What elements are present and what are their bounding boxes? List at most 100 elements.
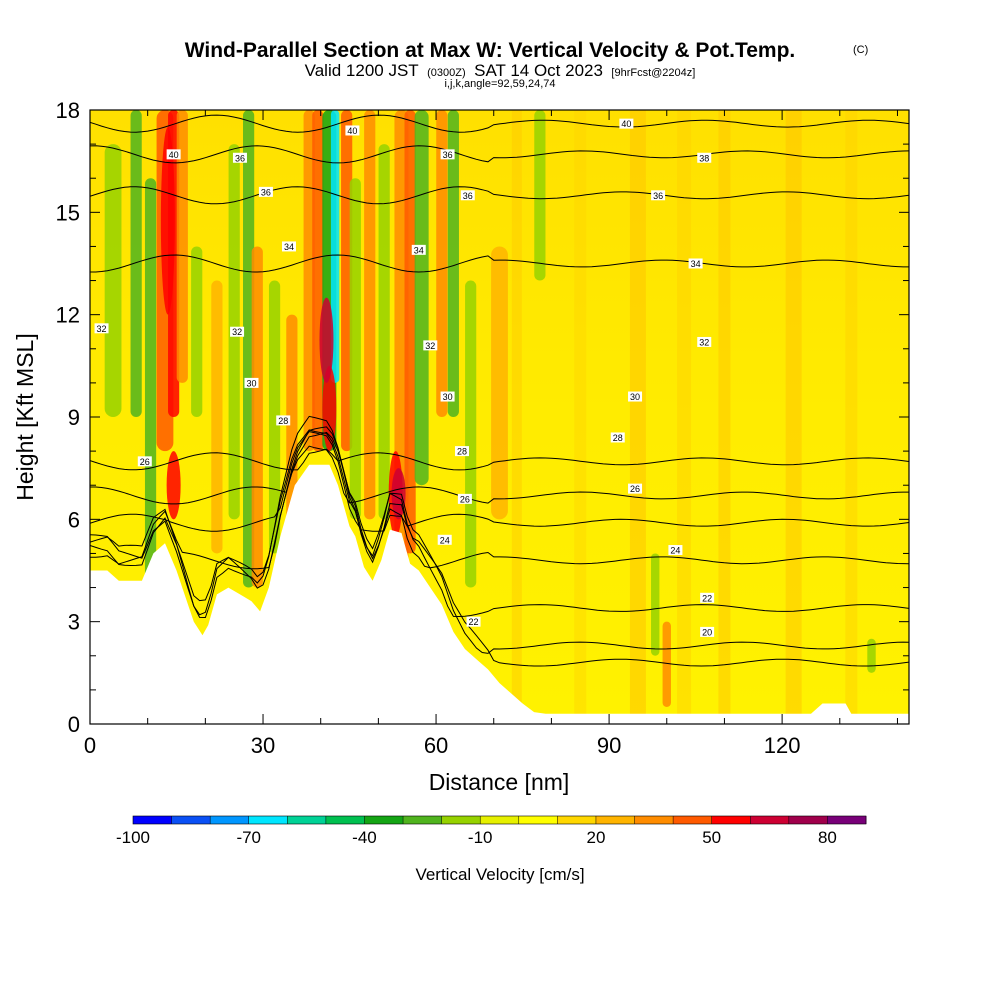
colorbar-swatch <box>595 816 636 824</box>
velocity-streak <box>191 246 203 417</box>
theta-contours <box>90 114 909 667</box>
section-params: i,j,k,angle=92,59,24,74 <box>444 78 555 90</box>
y-tick-label: 0 <box>68 712 80 737</box>
contour-label-bg <box>440 391 455 402</box>
contour-label: 26 <box>140 457 150 467</box>
colorbar-swatch <box>634 816 674 824</box>
colorbar-swatch <box>827 816 867 824</box>
colorbar-swatch <box>171 816 211 824</box>
contour-label: 30 <box>630 392 640 402</box>
contour-label-bg <box>628 483 643 494</box>
colorbar-swatch <box>518 816 558 824</box>
colorbar-tick-label: 50 <box>702 828 721 847</box>
colorbar-swatch <box>248 816 288 824</box>
copyright-mark: (C) <box>853 44 868 56</box>
colorbar-swatch <box>210 816 250 824</box>
contour-label: 32 <box>232 327 242 337</box>
colorbar-swatch <box>133 816 173 824</box>
contour-label: 26 <box>630 484 640 494</box>
velocity-core <box>166 451 181 520</box>
contour-label: 34 <box>691 259 701 269</box>
contour-label-bg <box>166 149 181 160</box>
valid-date: SAT 14 Oct 2023 <box>474 61 603 80</box>
theta-contour-line <box>90 429 909 654</box>
x-tick-label: 30 <box>251 733 275 758</box>
terrain-mask <box>90 464 909 724</box>
contour-label: 22 <box>702 593 712 603</box>
colorbar-frame <box>132 815 867 825</box>
valid-prefix: Valid 1200 JST <box>305 61 419 80</box>
velocity-streak <box>330 110 340 383</box>
contour-label-bg <box>232 152 247 163</box>
colorbar-label: Vertical Velocity [cm/s] <box>415 865 584 884</box>
contour-label-bg <box>688 258 703 269</box>
contour-label: 32 <box>699 337 709 347</box>
forecast-info: [9hrFcst@2204z] <box>611 67 695 79</box>
colorbar-swatch <box>711 816 751 824</box>
valid-time-line: Valid 1200 JST (0300Z) SAT 14 Oct 2023 [… <box>305 61 696 80</box>
contour-label-bg <box>700 592 715 603</box>
velocity-streak <box>378 144 390 520</box>
contour-labels: 40 36 36 34 32 32 30 28 26 40 36 36 34 32 30 28 26 24 22 40… <box>94 118 715 637</box>
valid-utc: (0300Z) <box>427 67 466 79</box>
contour-label-bg <box>455 446 470 457</box>
background-band <box>629 110 646 724</box>
contour-label-bg <box>460 190 475 201</box>
contour-label-bg <box>94 323 109 334</box>
contour-label-bg <box>258 186 273 197</box>
colorbar-swatch <box>325 816 365 824</box>
colorbar-tick-label: 80 <box>818 828 837 847</box>
contour-label-bg <box>651 190 666 201</box>
contour-label-bg <box>628 391 643 402</box>
y-tick-label: 9 <box>68 405 80 430</box>
colorbar-swatch <box>557 816 597 824</box>
theta-contour-line <box>90 431 909 532</box>
velocity-streak <box>312 110 324 452</box>
velocity-streak <box>662 621 671 707</box>
contour-label-bg <box>411 244 426 255</box>
x-tick-label: 0 <box>84 733 96 758</box>
background-band <box>677 110 692 724</box>
contour-label-bg <box>244 377 259 388</box>
colorbar: -100 -70 -40 -10 20 50 80 <box>116 815 867 847</box>
contour-label-bg <box>700 626 715 637</box>
contour-label-bg <box>230 326 245 337</box>
contour-label: 36 <box>261 187 271 197</box>
y-tick-label: 6 <box>68 507 80 532</box>
y-tick-label: 15 <box>56 200 80 225</box>
velocity-streak <box>211 280 223 554</box>
contour-label-bg <box>440 149 455 160</box>
theta-contour-line <box>90 145 909 164</box>
theta-contour-line <box>90 114 909 133</box>
velocity-streak <box>534 110 546 281</box>
velocity-streak <box>651 553 660 656</box>
contour-label: 28 <box>457 447 467 457</box>
plot-field: 40 36 36 34 32 32 30 28 26 40 36 36 34 32 30 28 26 24 22 40… <box>90 110 909 724</box>
velocity-streak <box>341 110 353 452</box>
colorbar-swatch <box>364 816 404 824</box>
x-tick-label: 90 <box>597 733 621 758</box>
contour-label: 34 <box>414 245 424 255</box>
contour-label-bg <box>437 534 452 545</box>
contour-label-bg <box>610 432 625 443</box>
contour-label: 28 <box>278 416 288 426</box>
theta-contour-line <box>90 448 909 471</box>
contour-label-bg <box>466 616 481 627</box>
contour-label: 38 <box>699 153 709 163</box>
contour-label: 20 <box>702 627 712 637</box>
contour-label-bg <box>276 415 291 426</box>
contour-label: 30 <box>443 392 453 402</box>
contour-label-bg <box>457 493 472 504</box>
velocity-core <box>160 127 175 315</box>
contour-label-bg <box>668 545 683 556</box>
chart-title: Wind-Parallel Section at Max W: Vertical… <box>185 39 796 62</box>
velocity-streak <box>404 110 416 554</box>
contour-label: 32 <box>97 324 107 334</box>
velocity-streak <box>349 178 361 520</box>
velocity-core <box>322 365 337 452</box>
contour-label: 34 <box>284 242 294 252</box>
contour-label: 36 <box>463 191 473 201</box>
colorbar-swatch <box>403 816 443 824</box>
